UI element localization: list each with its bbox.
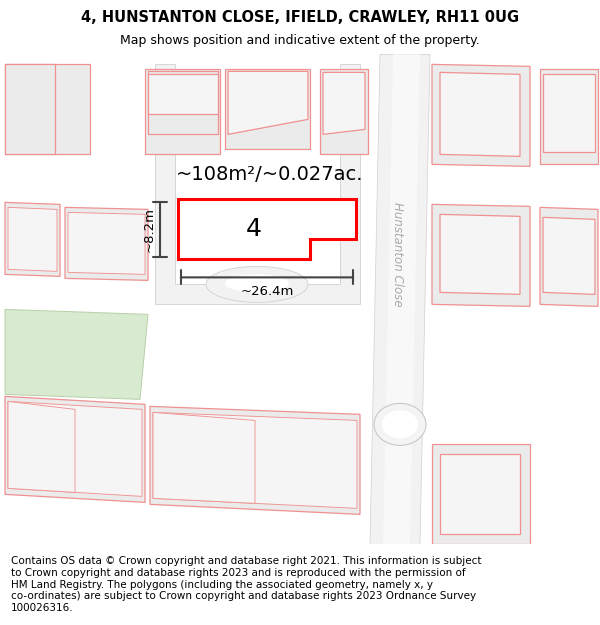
- Polygon shape: [8, 208, 57, 271]
- Text: Contains OS data © Crown copyright and database right 2021. This information is : Contains OS data © Crown copyright and d…: [11, 556, 481, 612]
- Polygon shape: [432, 64, 530, 166]
- Polygon shape: [543, 74, 595, 152]
- Polygon shape: [383, 54, 420, 544]
- Text: ~8.2m: ~8.2m: [143, 207, 156, 252]
- Polygon shape: [68, 213, 145, 274]
- Ellipse shape: [374, 403, 426, 446]
- Polygon shape: [432, 204, 530, 306]
- Polygon shape: [225, 69, 310, 149]
- Polygon shape: [440, 454, 520, 534]
- Polygon shape: [153, 412, 357, 508]
- Polygon shape: [145, 69, 220, 154]
- Polygon shape: [540, 69, 598, 164]
- Polygon shape: [540, 208, 598, 306]
- Ellipse shape: [382, 411, 418, 438]
- Polygon shape: [148, 74, 218, 114]
- Polygon shape: [440, 214, 520, 294]
- Polygon shape: [543, 217, 595, 294]
- Polygon shape: [155, 64, 360, 304]
- Ellipse shape: [225, 274, 289, 292]
- Polygon shape: [370, 54, 430, 544]
- Text: 4: 4: [246, 217, 262, 241]
- Polygon shape: [5, 202, 60, 276]
- Polygon shape: [323, 72, 365, 134]
- Polygon shape: [176, 66, 338, 283]
- Polygon shape: [228, 71, 308, 134]
- Polygon shape: [8, 401, 75, 492]
- Polygon shape: [178, 199, 356, 259]
- Polygon shape: [440, 72, 520, 156]
- Polygon shape: [65, 208, 148, 281]
- Text: ~108m²/~0.027ac.: ~108m²/~0.027ac.: [176, 165, 364, 184]
- Text: Hunstanton Close: Hunstanton Close: [391, 202, 404, 307]
- Polygon shape: [8, 401, 142, 496]
- Text: ~26.4m: ~26.4m: [241, 286, 293, 298]
- Polygon shape: [148, 71, 218, 134]
- Polygon shape: [5, 64, 55, 154]
- Polygon shape: [150, 406, 360, 514]
- Polygon shape: [432, 444, 530, 544]
- Ellipse shape: [206, 266, 308, 302]
- Polygon shape: [5, 64, 90, 154]
- Text: 4, HUNSTANTON CLOSE, IFIELD, CRAWLEY, RH11 0UG: 4, HUNSTANTON CLOSE, IFIELD, CRAWLEY, RH…: [81, 11, 519, 26]
- Polygon shape: [153, 412, 255, 503]
- Polygon shape: [320, 69, 368, 154]
- Polygon shape: [5, 396, 145, 502]
- Text: Map shows position and indicative extent of the property.: Map shows position and indicative extent…: [120, 34, 480, 48]
- Polygon shape: [5, 309, 148, 399]
